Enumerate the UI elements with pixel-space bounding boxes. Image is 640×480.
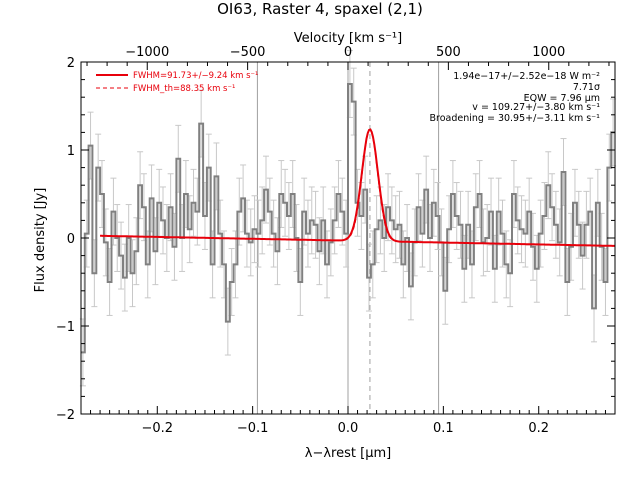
top-axis-label: Velocity [km s⁻¹] (294, 31, 402, 46)
top-tick-label: −500 (230, 45, 266, 60)
data-step-line (81, 83, 615, 354)
x-tick-label: 0.2 (528, 421, 549, 436)
y-tick-label: 1 (67, 144, 75, 159)
top-tick-label: 0 (344, 45, 352, 60)
axis-ticks (81, 61, 615, 415)
x-tick-label: 0.1 (433, 421, 454, 436)
x-tick-label: 0.0 (338, 421, 359, 436)
y-tick-label: 0 (67, 232, 75, 247)
y-axis-label: Flux density [Jy] (33, 188, 48, 293)
top-tick-label: 1000 (532, 45, 565, 60)
fit-series (100, 128, 615, 247)
data-series (81, 83, 615, 354)
top-tick-label: 500 (436, 45, 461, 60)
x-axis-label: λ−λrest [μm] (305, 446, 391, 461)
y-tick-label: −1 (56, 320, 75, 335)
legend-fit-label: FWHM=91.73+/−9.24 km s⁻¹ (133, 71, 258, 81)
annotation-broadening: Broadening = 30.95+/−3.11 km s⁻¹ (430, 113, 601, 124)
x-tick-label: −0.1 (237, 421, 269, 436)
chart-title: OI63, Raster 4, spaxel (2,1) (217, 0, 423, 18)
annotation-velocity: v = 109.27+/−3.80 km s⁻¹ (472, 102, 600, 113)
top-tick-label: −1000 (125, 45, 169, 60)
annotation-significance: 7.71σ (573, 82, 600, 93)
y-tick-label: −2 (56, 408, 75, 423)
fit-annotations: 1.94e−17+/−2.52e−18 W m⁻² 7.71σ EQW = 7.… (430, 71, 601, 124)
annotation-eqw: EQW = 7.96 μm (524, 93, 600, 104)
x-tick-label: −0.2 (141, 421, 173, 436)
legend-fwhm-th-label: FWHM_th=88.35 km s⁻¹ (133, 84, 235, 94)
y-tick-label: 2 (67, 56, 75, 71)
fwhm-th-line (100, 128, 615, 247)
annotation-flux: 1.94e−17+/−2.52e−18 W m⁻² (453, 71, 600, 82)
legend: FWHM=91.73+/−9.24 km s⁻¹ FWHM_th=88.35 k… (96, 71, 258, 94)
tick-labels: −0.2 −0.1 0.0 0.1 0.2 −2 −1 0 1 2 −1000 −500 0 500 100… (56, 45, 565, 436)
